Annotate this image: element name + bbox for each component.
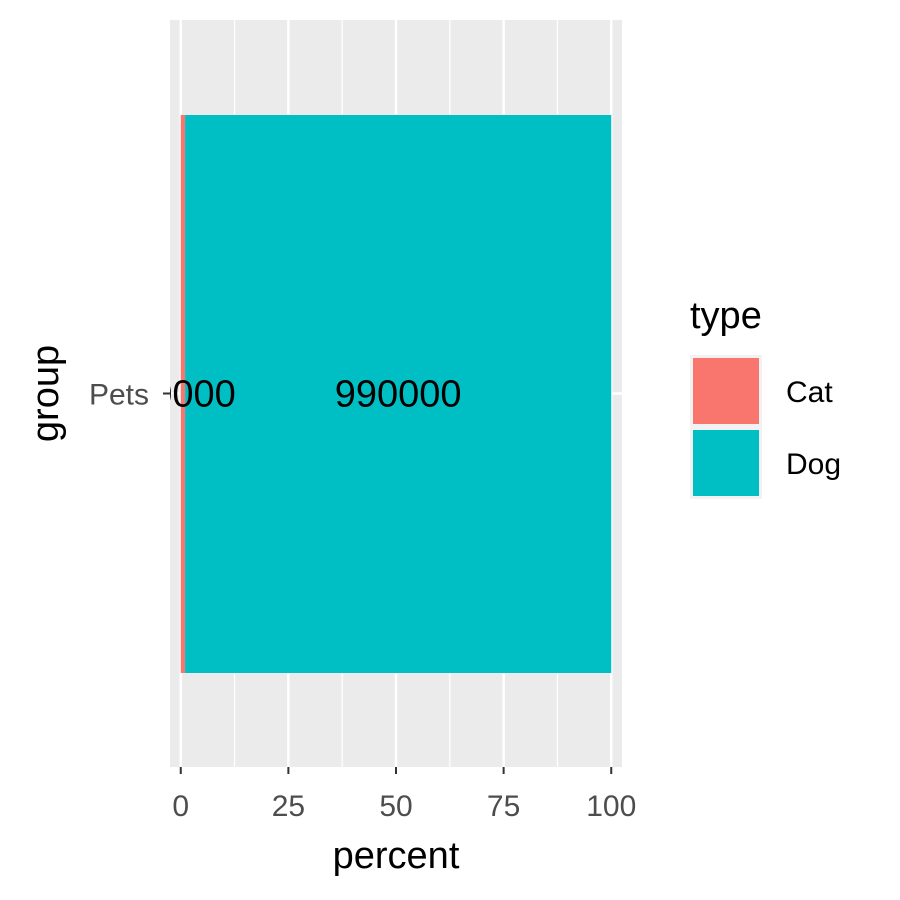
legend-label-cat: Cat: [786, 376, 833, 409]
bar-segment-dog: [185, 115, 612, 673]
legend-swatch-cat: [693, 358, 759, 424]
axis-ticks: 0 25 50 75 100 Pets: [89, 379, 636, 824]
x-tick-label: 75: [487, 790, 520, 823]
x-tick-label: 25: [272, 790, 305, 823]
bar-label-cat: 10000: [130, 374, 236, 416]
bar-value-labels: 10000 990000: [130, 374, 462, 416]
bars: [180, 115, 612, 673]
legend-title: type: [690, 295, 762, 337]
legend-swatch-dog: [693, 430, 759, 496]
bar-label-dog: 990000: [335, 374, 462, 416]
legend: type Cat Dog: [690, 295, 841, 499]
legend-label-dog: Dog: [786, 448, 841, 481]
bar-segment-cat: [180, 115, 186, 673]
y-axis-title: group: [25, 345, 67, 442]
x-tick-label: 50: [379, 790, 412, 823]
x-tick-label: 0: [172, 790, 189, 823]
x-axis-title: percent: [333, 835, 460, 877]
x-tick-label: 100: [586, 790, 636, 823]
y-tick-label: Pets: [89, 379, 149, 412]
